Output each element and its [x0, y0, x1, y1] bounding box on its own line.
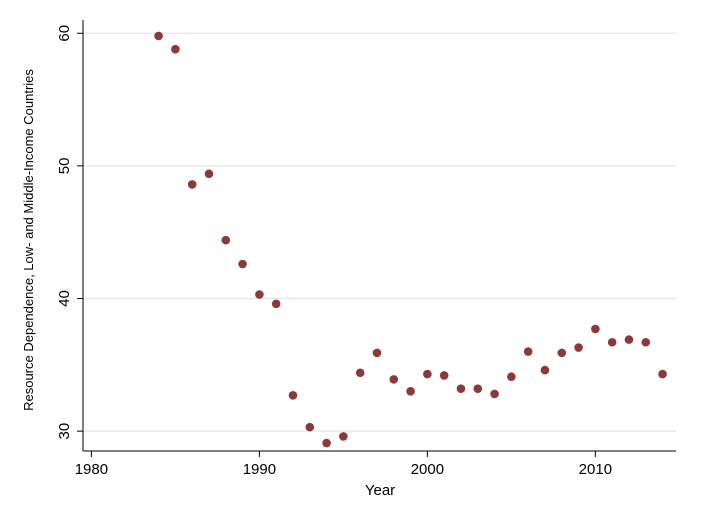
y-axis: 30 40 50 60 — [56, 20, 84, 451]
x-tick-label: 1980 — [75, 461, 108, 478]
data-point — [238, 259, 247, 269]
data-point — [540, 365, 550, 375]
y-tick-label: 30 — [56, 423, 73, 440]
y-axis-title: Resource Dependence, Low- and Middle-Inc… — [21, 69, 36, 411]
data-point — [288, 391, 298, 400]
data-point — [591, 324, 600, 334]
data-point — [624, 335, 634, 344]
data-point — [322, 438, 331, 448]
data-point — [423, 369, 432, 379]
data-point — [473, 384, 483, 393]
x-axis-title: Year — [365, 482, 395, 499]
data-points — [154, 31, 667, 448]
data-point — [355, 368, 365, 378]
y-tick-label: 50 — [56, 158, 73, 175]
x-tick-label: 2010 — [579, 461, 612, 478]
data-point — [255, 290, 264, 299]
data-point — [339, 432, 348, 441]
data-point — [607, 337, 617, 347]
data-point — [490, 389, 499, 399]
data-point — [658, 369, 667, 379]
data-point — [271, 299, 281, 309]
data-point — [372, 348, 382, 358]
data-point — [187, 180, 197, 189]
data-point — [507, 372, 516, 382]
x-tick-label: 2000 — [411, 461, 444, 478]
data-point — [305, 422, 315, 432]
data-point — [456, 384, 466, 393]
data-point — [389, 375, 399, 384]
x-tick-label: 1990 — [243, 461, 276, 478]
data-point — [574, 343, 583, 352]
data-point — [439, 371, 449, 380]
data-point — [523, 347, 533, 356]
data-point — [221, 235, 231, 245]
y-tick-label: 40 — [56, 290, 73, 307]
gridlines — [83, 32, 676, 432]
data-point — [154, 31, 163, 41]
data-point — [204, 169, 214, 179]
x-axis: 1980 1990 2000 2010 — [75, 450, 676, 478]
data-point — [557, 348, 567, 358]
data-point — [171, 44, 180, 54]
data-point — [406, 387, 415, 396]
data-point — [641, 337, 651, 347]
y-tick-label: 60 — [56, 25, 73, 42]
